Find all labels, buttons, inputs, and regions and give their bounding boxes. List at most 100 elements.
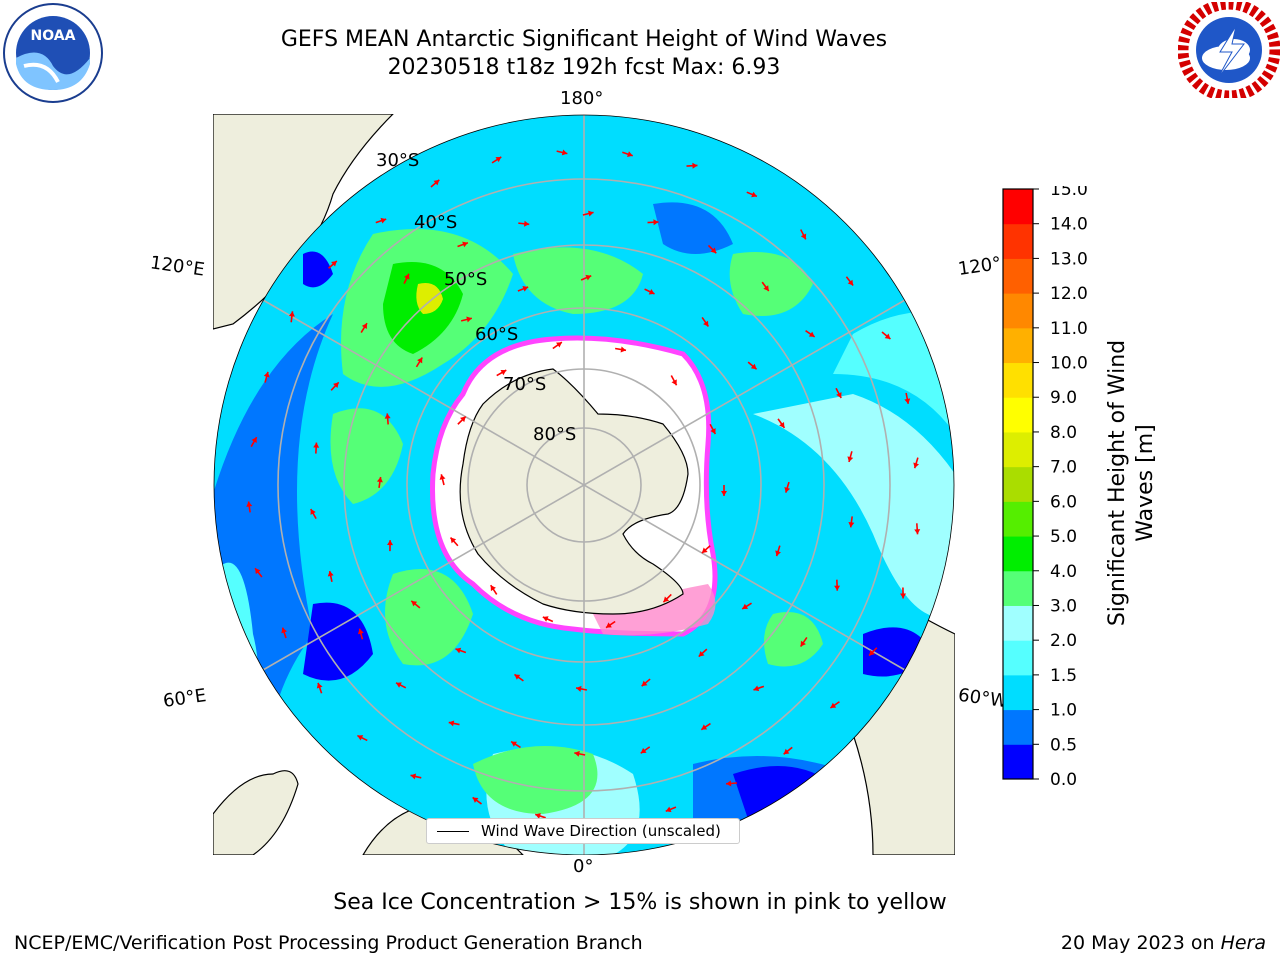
wave-direction-arrowhead	[246, 501, 253, 507]
colorbar-tick-label: 13.0	[1050, 249, 1088, 269]
wave-direction-arrowhead	[455, 647, 462, 654]
lon-label-120e: 120°E	[148, 252, 206, 281]
colorbar-tick-label: 9.0	[1050, 388, 1077, 408]
map-frame	[212, 113, 956, 856]
wave-direction-arrowhead	[433, 179, 440, 186]
wave-direction-arrowhead	[361, 323, 367, 330]
wave-direction-arrowhead	[808, 331, 815, 337]
wave-direction-arrowhead	[701, 547, 708, 554]
colorbar-segment	[1003, 327, 1033, 364]
wave-direction-arrowhead	[914, 529, 921, 535]
wave-direction-arrowhead	[331, 260, 337, 267]
wave-direction-arrowhead	[753, 685, 760, 692]
colorbar-segment	[1003, 605, 1033, 641]
wave-direction-arrowhead	[869, 649, 875, 656]
wave-direction-arrowhead	[779, 422, 785, 428]
wave-direction-arrowhead	[417, 357, 423, 364]
wave-direction-arrowhead	[703, 320, 709, 327]
wave-direction-arrowhead	[742, 603, 749, 609]
colorbar-segment	[1003, 640, 1033, 676]
lat-label-30s: 30°S	[376, 150, 420, 171]
wave-direction-arrowhead	[288, 311, 295, 317]
colorbar-segment	[1003, 189, 1033, 225]
wave-direction-arrowhead	[523, 220, 530, 227]
colorbar-segment	[1003, 709, 1033, 745]
lat-label-70s: 70°S	[503, 374, 547, 395]
colorbar-segment	[1003, 397, 1033, 433]
wave-direction-arrowhead	[410, 773, 417, 780]
colorbar-label-line2: Waves [m]	[1133, 424, 1158, 541]
wave-direction-arrowhead	[462, 241, 468, 248]
lon-label-60e: 60°E	[161, 685, 208, 712]
wave-direction-arrowhead	[847, 456, 854, 462]
colorbar-segment	[1003, 223, 1033, 259]
colorbar-tick-label: 8.0	[1050, 423, 1077, 443]
wave-direction-arrowhead	[472, 797, 479, 803]
wave-direction-arrowhead	[836, 392, 842, 398]
colorbar-tick-label: 12.0	[1050, 284, 1088, 304]
wave-direction-arrowhead	[384, 413, 391, 419]
footer-date-text: 20 May 2023 on	[1060, 932, 1215, 954]
chart-title: GEFS MEAN Antarctic Significant Height o…	[280, 27, 888, 52]
colorbar-tick-label: 7.0	[1050, 458, 1077, 478]
wave-direction-arrowhead	[692, 162, 698, 169]
colorbar-segment	[1003, 431, 1033, 468]
graticule	[214, 115, 954, 855]
wave-direction-arrowhead	[627, 151, 633, 157]
wave-direction-arrowhead	[585, 274, 592, 281]
wave-direction-arrowhead	[750, 363, 757, 370]
wave-direction-arrowhead	[848, 521, 855, 528]
wave-direction-arrowhead	[542, 616, 549, 622]
colorbar-label-line1: Significant Height of Wind	[1105, 340, 1130, 626]
svg-text:NOAA: NOAA	[31, 28, 76, 44]
wave-direction-arrowhead	[671, 379, 677, 386]
wave-direction-arrowhead	[466, 316, 472, 323]
colorbar-tick-label: 6.0	[1050, 492, 1077, 512]
wave-direction-arrowhead	[281, 627, 287, 634]
wave-direction-arrowhead	[663, 596, 670, 603]
wave-direction-arrowhead	[380, 217, 387, 224]
wave-direction-arrowhead	[900, 593, 907, 599]
wave-direction-arrowhead	[904, 398, 911, 404]
wave-direction-arrowhead	[640, 747, 647, 754]
wave-direction-arrowhead	[721, 491, 727, 496]
colorbar-tick-label: 1.0	[1050, 701, 1077, 721]
colorbar-segment	[1003, 570, 1033, 606]
wave-direction-arrowhead	[310, 509, 316, 515]
wave-direction-arrowhead	[522, 285, 529, 292]
wave-direction-arrowhead	[448, 720, 455, 727]
wave-direction-arrowhead	[784, 486, 791, 493]
wave-direction-arrowhead	[333, 382, 339, 389]
legend-line-swatch	[437, 830, 469, 832]
lat-label-80s: 80°S	[533, 424, 577, 445]
wave-direction-arrowhead	[783, 748, 790, 755]
wave-direction-arrowhead	[376, 477, 383, 483]
wave-direction-arrowhead	[800, 640, 806, 647]
wave-direction-arrowhead	[574, 750, 580, 757]
wave-direction-arrowhead	[556, 342, 562, 348]
noaa-logo-icon: NOAA	[2, 2, 104, 104]
wave-direction-arrowhead	[263, 371, 270, 378]
lon-label-180: 180°	[560, 88, 604, 109]
colorbar-label: Significant Height of Wind Waves [m]	[1105, 340, 1158, 626]
sea-ice-note: Sea Ice Concentration > 15% is shown in …	[333, 890, 947, 915]
wave-direction-arrowhead	[500, 369, 507, 376]
wind-wave-arrows	[246, 149, 921, 825]
wave-direction-arrowhead	[710, 428, 716, 434]
wave-direction-arrowhead	[665, 806, 672, 813]
wave-direction-arrowhead	[357, 628, 364, 635]
colorbar-tick-label: 5.0	[1050, 527, 1077, 547]
colorbar-tick-label: 10.0	[1050, 354, 1088, 374]
polar-map	[212, 113, 956, 856]
colorbar: 0.0 0.5 1.0 1.5 2.0 3.0 4.0 5.0 6.0 7.0 8.0 9.0 10.0…	[1002, 186, 1088, 786]
wave-direction-arrowhead	[511, 741, 517, 747]
colorbar-segment	[1003, 466, 1033, 502]
wave-direction-arrowhead	[606, 622, 612, 628]
legend-label: Wind Wave Direction (unscaled)	[481, 822, 721, 840]
map-legend: Wind Wave Direction (unscaled)	[426, 818, 740, 844]
wave-direction-arrowhead	[495, 156, 502, 163]
wave-direction-arrowhead	[830, 702, 837, 709]
wave-direction-arrowhead	[490, 585, 496, 592]
wave-direction-arrowhead	[514, 674, 521, 680]
wave-direction-arrowhead	[460, 416, 466, 423]
